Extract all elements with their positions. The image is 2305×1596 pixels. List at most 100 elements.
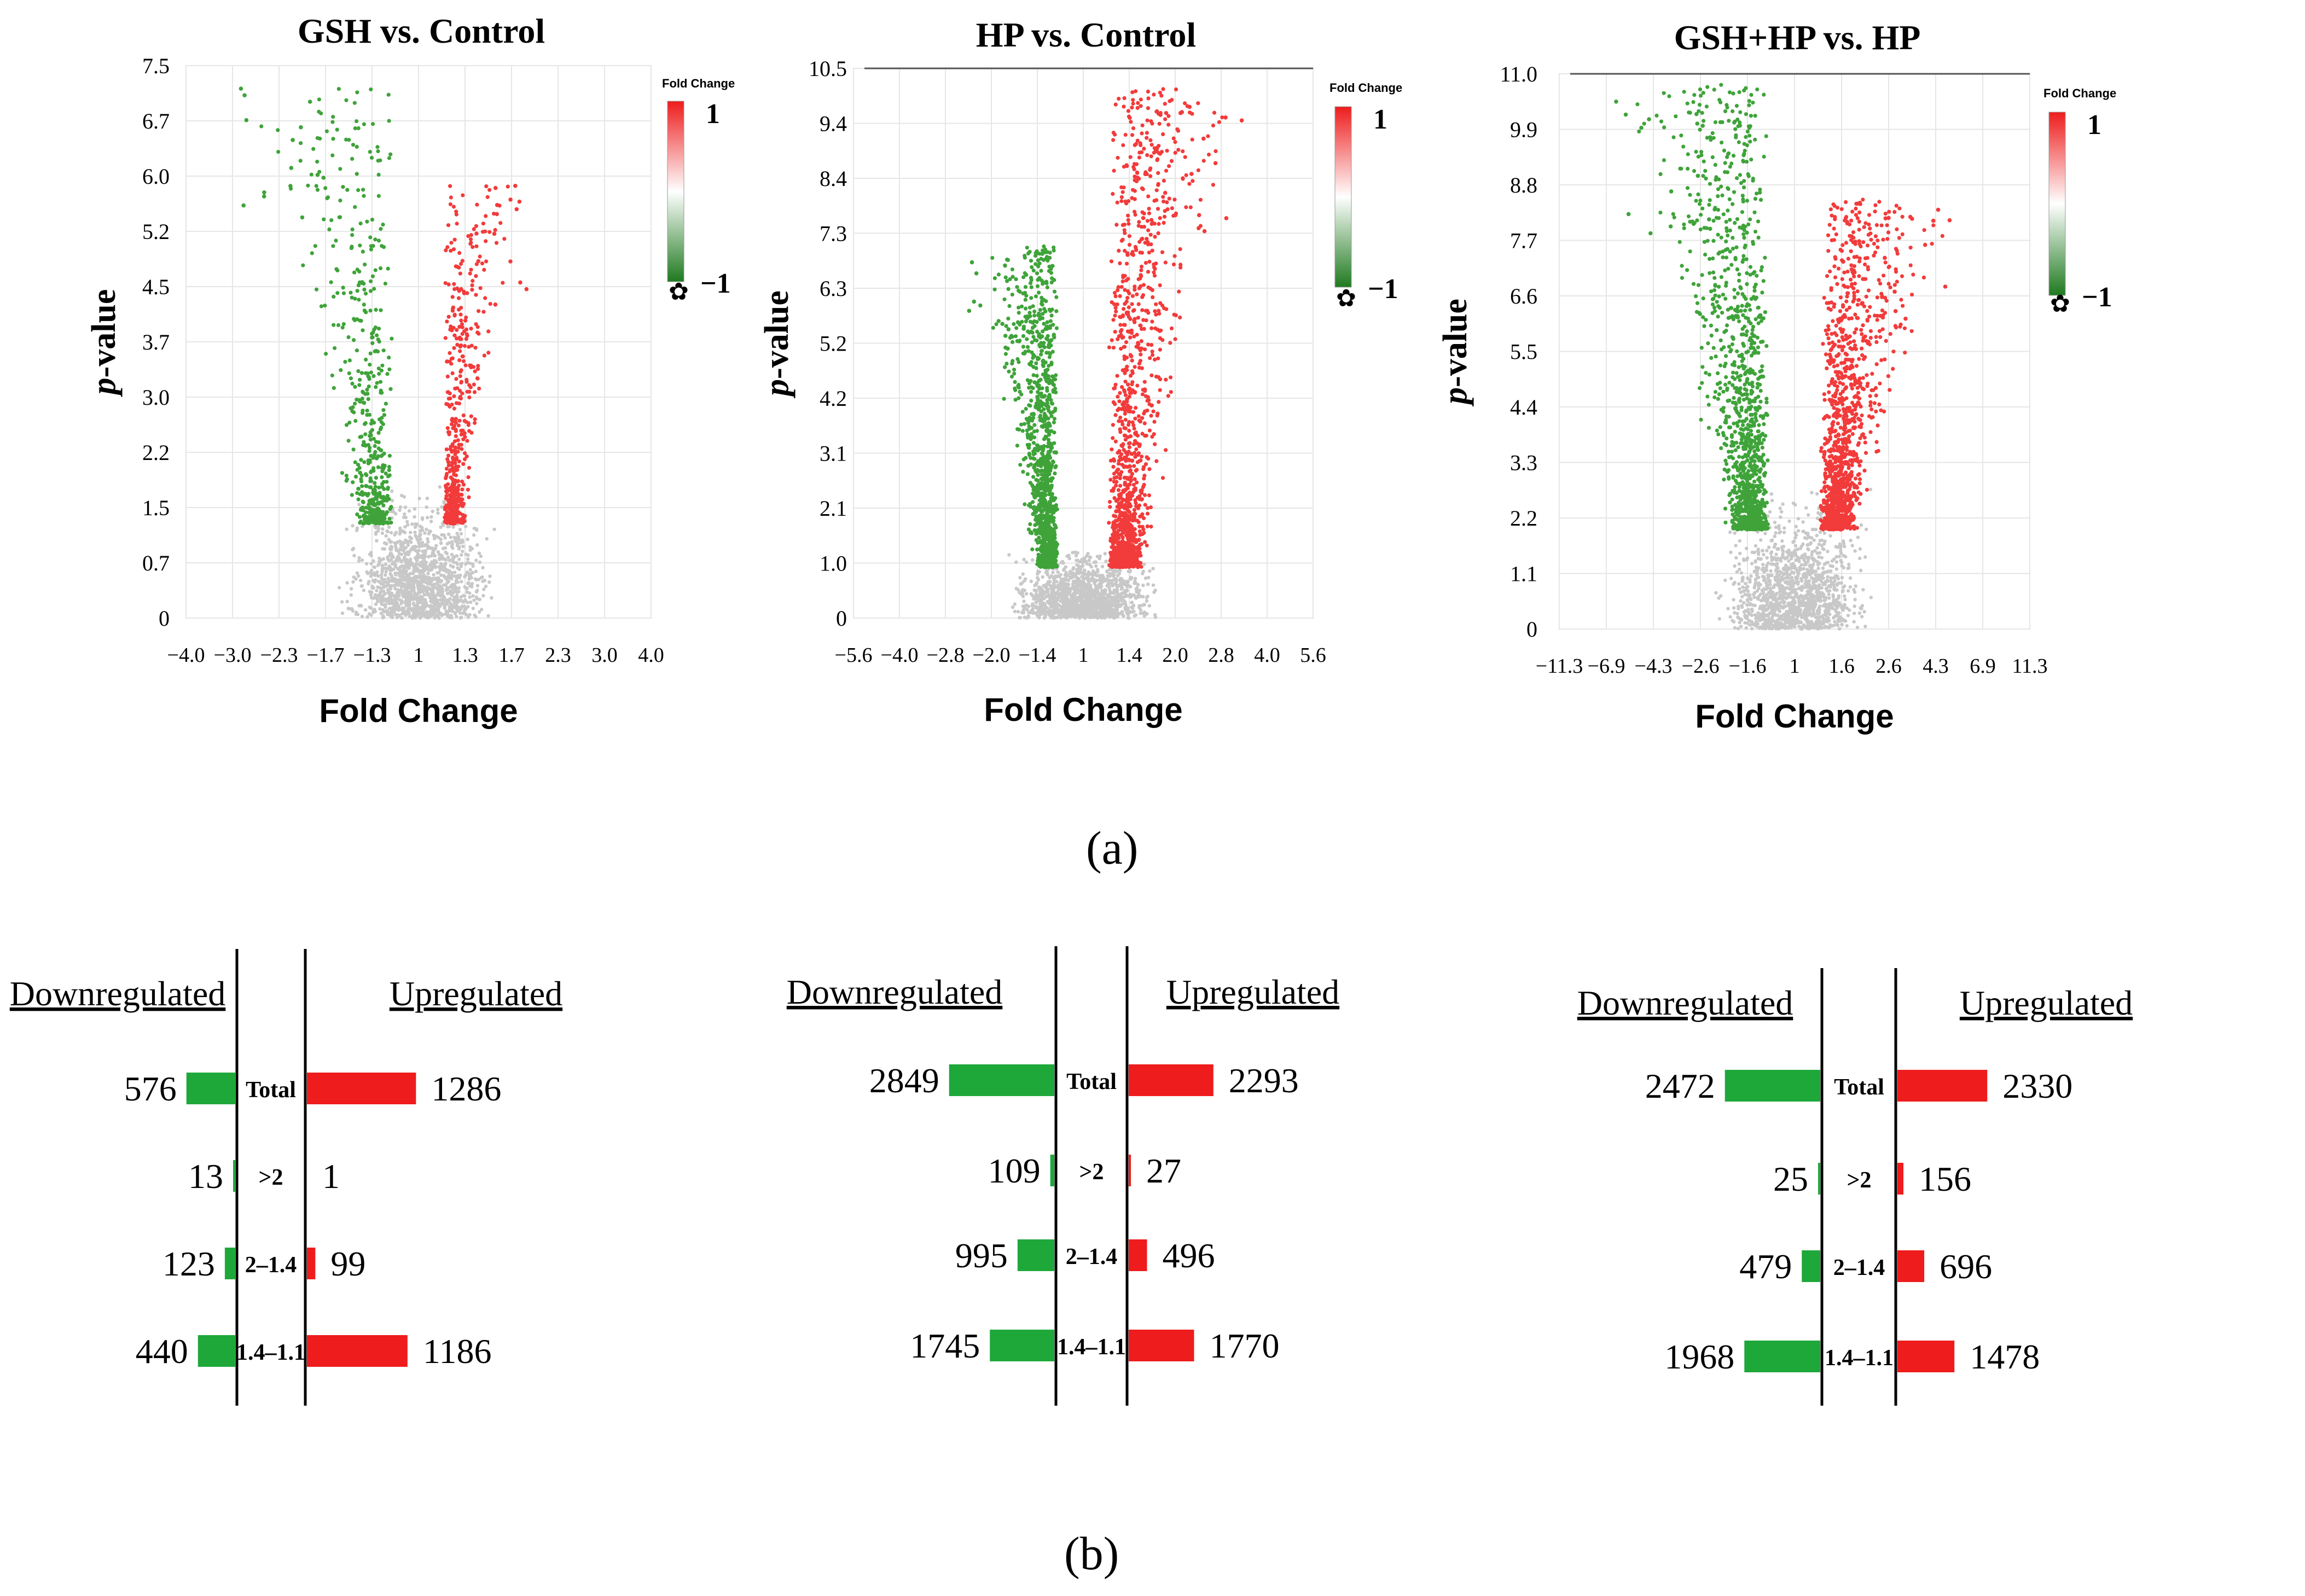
x-tick-label: −2.3 (260, 644, 298, 667)
grey-point (390, 593, 393, 597)
grey-point (448, 597, 452, 601)
down-point (379, 388, 383, 393)
grey-point (1075, 610, 1079, 614)
grey-point (1052, 581, 1056, 585)
down-point (356, 463, 361, 467)
down-point (387, 465, 392, 469)
grey-point (1067, 554, 1071, 557)
grey-point (1060, 605, 1064, 609)
up-point (466, 475, 471, 480)
down-point (378, 266, 383, 271)
up-point (451, 479, 456, 484)
grey-point (444, 609, 448, 613)
up-point (467, 389, 472, 394)
up-point (445, 426, 450, 430)
grey-point (387, 558, 391, 562)
up-point (475, 202, 479, 207)
grey-point (468, 613, 472, 617)
up-point (454, 377, 458, 381)
down-point (1052, 430, 1056, 435)
up-point (450, 403, 454, 407)
grey-point (1103, 616, 1107, 620)
grey-point (473, 613, 477, 618)
up-point (456, 296, 461, 300)
down-point (1041, 446, 1046, 451)
grey-point (1022, 557, 1026, 562)
grey-point (367, 612, 371, 616)
down-point (355, 119, 359, 124)
grey-point (1121, 581, 1125, 586)
down-point (387, 453, 392, 458)
down-point (1049, 271, 1054, 275)
down-point (1036, 390, 1040, 394)
grey-point (1133, 581, 1136, 585)
down-point (1044, 281, 1049, 286)
grey-point (1126, 580, 1130, 584)
down-point (359, 473, 364, 478)
down-point (364, 505, 368, 510)
grey-point (432, 583, 436, 586)
grey-point (415, 554, 419, 558)
down-point (334, 238, 338, 243)
up-point (453, 452, 457, 457)
grey-point (479, 554, 483, 558)
down-point (306, 183, 310, 188)
grey-point (458, 616, 463, 620)
up-point (445, 521, 449, 525)
down-point (1049, 313, 1054, 318)
grey-point (414, 522, 417, 526)
grey-point (1066, 600, 1070, 604)
grey-point (413, 507, 417, 511)
grey-point (451, 565, 455, 569)
down-point (315, 136, 320, 140)
down-point (1034, 254, 1038, 258)
grey-point (376, 524, 380, 528)
grey-point (419, 585, 423, 589)
down-point (1047, 351, 1051, 355)
up-point (446, 390, 450, 394)
grey-point (446, 525, 450, 529)
grey-point (398, 598, 402, 602)
grey-point (1039, 606, 1043, 610)
grey-point (492, 527, 496, 531)
grey-point (490, 596, 493, 600)
up-point (450, 417, 455, 421)
down-point (355, 144, 359, 149)
grey-point (1106, 574, 1110, 578)
down-point (356, 283, 361, 288)
grey-point (1080, 579, 1084, 584)
grey-point (359, 584, 364, 588)
grey-point (1120, 595, 1124, 599)
grey-point (379, 601, 383, 605)
up-outlier-point (517, 199, 522, 204)
down-point (345, 188, 350, 192)
down-point (1003, 352, 1008, 356)
up-point (461, 437, 466, 441)
grey-point (1014, 560, 1018, 564)
down-point (309, 172, 313, 177)
grey-point (388, 568, 392, 573)
down-point (311, 147, 316, 151)
grey-point (1093, 601, 1096, 604)
grey-point (357, 559, 361, 563)
grey-point (409, 547, 413, 551)
grey-point (1054, 615, 1058, 620)
up-outlier-point (524, 287, 529, 292)
down-point (319, 111, 323, 115)
grey-point (411, 572, 415, 575)
grey-point (368, 590, 371, 593)
grey-point (394, 546, 398, 551)
grey-point (397, 605, 401, 610)
grey-point (1123, 600, 1127, 604)
down-point (1042, 394, 1047, 398)
down-point (343, 359, 347, 364)
down-outlier-point (288, 184, 293, 188)
up-point (474, 293, 478, 297)
grey-point (1041, 575, 1044, 579)
grey-point (1091, 577, 1095, 581)
grey-point (407, 611, 410, 615)
down-outlier-point (242, 93, 247, 97)
up-point (452, 333, 457, 337)
grey-point (410, 586, 414, 590)
grey-point (488, 574, 492, 578)
